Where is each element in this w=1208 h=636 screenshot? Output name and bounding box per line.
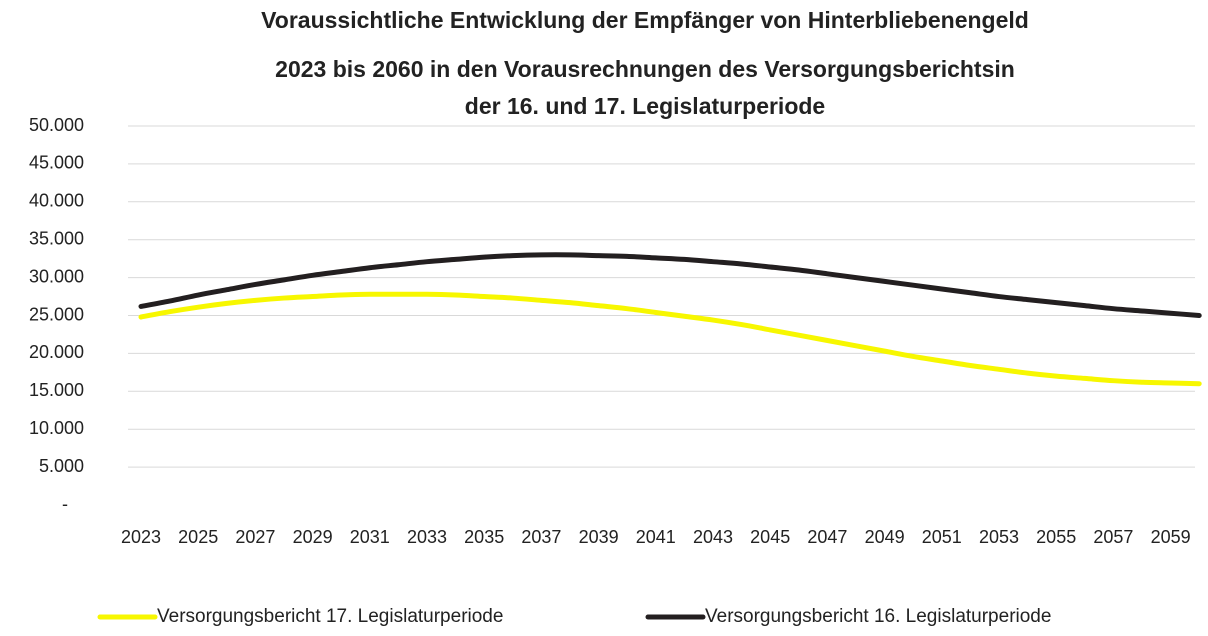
y-tick-label: 30.000: [29, 266, 84, 286]
x-tick-label: 2033: [407, 527, 447, 547]
y-tick-label: 45.000: [29, 153, 84, 173]
x-tick-label: 2041: [636, 527, 676, 547]
x-tick-label: 2049: [865, 527, 905, 547]
x-tick-label: 2027: [235, 527, 275, 547]
series-line: [138, 291, 1202, 387]
x-tick-label: 2035: [464, 527, 504, 547]
x-tick-label: 2053: [979, 527, 1019, 547]
x-tick-label: 2045: [750, 527, 790, 547]
x-tick-label: 2051: [922, 527, 962, 547]
x-tick-label: 2029: [293, 527, 333, 547]
x-tick-label: 2047: [807, 527, 847, 547]
y-tick-label: 25.000: [29, 304, 84, 324]
x-tick-label: 2039: [579, 527, 619, 547]
chart-title: 2023 bis 2060 in den Vorausrechnungen de…: [275, 56, 1015, 82]
x-tick-label: 2055: [1036, 527, 1076, 547]
series-line: [138, 252, 1202, 318]
x-tick-label: 2059: [1151, 527, 1191, 547]
y-tick-label: 40.000: [29, 191, 84, 211]
x-tick-label: 2043: [693, 527, 733, 547]
x-tick-label: 2023: [121, 527, 161, 547]
y-tick-label: 20.000: [29, 342, 84, 362]
legend-label: Versorgungsbericht 17. Legislaturperiode: [157, 606, 503, 627]
y-tick-label: 35.000: [29, 228, 84, 248]
chart-title: Voraussichtliche Entwicklung der Empfäng…: [261, 7, 1029, 33]
y-tick-label: 50.000: [29, 115, 84, 135]
y-tick-label: -: [62, 494, 68, 514]
x-tick-label: 2031: [350, 527, 390, 547]
y-tick-label: 5.000: [39, 456, 84, 476]
chart-title: der 16. und 17. Legislaturperiode: [465, 93, 825, 119]
x-tick-label: 2037: [521, 527, 561, 547]
legend-label: Versorgungsbericht 16. Legislaturperiode: [705, 606, 1051, 627]
x-tick-label: 2057: [1093, 527, 1133, 547]
y-tick-label: 15.000: [29, 380, 84, 400]
x-tick-label: 2025: [178, 527, 218, 547]
y-tick-label: 10.000: [29, 418, 84, 438]
